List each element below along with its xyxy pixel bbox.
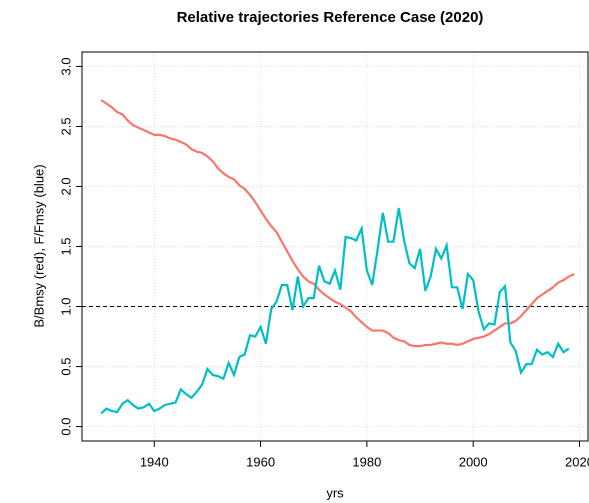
x-tick-label: 1940 <box>140 454 169 469</box>
y-tick-label: 0.5 <box>58 358 73 376</box>
x-tick-label: 2020 <box>565 454 589 469</box>
x-axis-label: yrs <box>326 485 344 500</box>
y-tick-label: 3.0 <box>58 57 73 75</box>
x-tick-label: 1960 <box>246 454 275 469</box>
y-tick-label: 0.0 <box>58 418 73 436</box>
plot-frame <box>81 51 589 442</box>
y-axis-label: B/Bmsy (red), F/Fmsy (blue) <box>31 164 46 327</box>
series-line <box>100 207 570 415</box>
x-tick-label: 1980 <box>352 454 381 469</box>
x-tick-label: 2000 <box>459 454 488 469</box>
y-tick-label: 1.0 <box>58 297 73 315</box>
y-tick-label: 2.0 <box>58 177 73 195</box>
y-tick-label: 2.5 <box>58 117 73 135</box>
chart-title: Relative trajectories Reference Case (20… <box>177 9 484 26</box>
series-line <box>100 99 575 348</box>
y-tick-label: 1.5 <box>58 237 73 255</box>
